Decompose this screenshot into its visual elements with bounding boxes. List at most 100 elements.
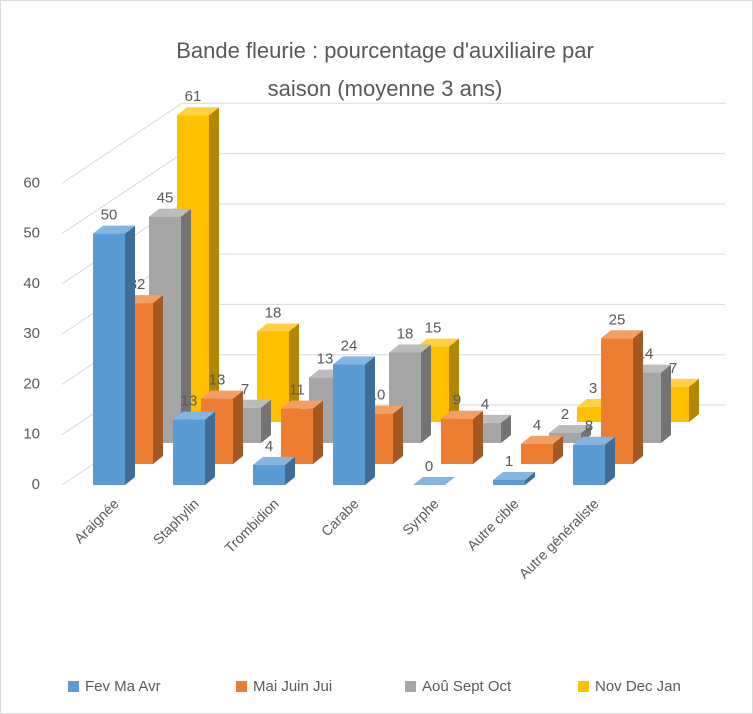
bar-side: [689, 378, 699, 422]
bar: [573, 436, 615, 485]
bar-top: [493, 471, 535, 480]
bar-front: [253, 464, 285, 485]
bar-side: [553, 435, 563, 464]
bar: [173, 411, 215, 485]
bar-side: [261, 399, 271, 443]
bar-side: [125, 225, 135, 486]
bar-side: [501, 414, 511, 443]
bar-top: [521, 435, 563, 444]
data-label: 7: [669, 360, 677, 377]
data-label: 45: [157, 190, 174, 207]
data-label: 25: [609, 311, 626, 328]
bar-front: [573, 444, 605, 485]
bar-front: [93, 233, 125, 485]
bar: [521, 435, 563, 464]
bar-front: [493, 479, 525, 485]
bar-top: [257, 323, 299, 332]
bar-side: [473, 410, 483, 464]
data-label: 18: [265, 304, 282, 321]
bar-top: [253, 456, 295, 465]
data-label: 7: [241, 381, 249, 398]
data-label: 50: [101, 207, 118, 224]
bar-side: [661, 364, 671, 443]
bar-top: [333, 356, 375, 365]
legend-swatch: [578, 681, 589, 692]
data-label: 1: [505, 453, 513, 470]
y-tick-label: 10: [23, 426, 40, 443]
data-label: 4: [481, 396, 489, 413]
bar-side: [365, 356, 375, 485]
data-label: 13: [209, 372, 226, 389]
data-label: 4: [265, 438, 273, 455]
bar-side: [449, 338, 459, 422]
legend-swatch: [68, 681, 79, 692]
bar-side: [209, 107, 219, 422]
legend-swatch: [405, 681, 416, 692]
legend-swatch: [236, 681, 247, 692]
bar-top: [441, 410, 483, 419]
data-label: 18: [397, 325, 414, 342]
data-label: 0: [425, 458, 433, 475]
legend-label: Mai Juin Jui: [253, 678, 332, 695]
y-tick-label: 0: [32, 476, 40, 493]
bar-top: [177, 107, 219, 116]
bar-top: [573, 436, 615, 445]
bar-top: [413, 477, 455, 485]
bar-front: [281, 408, 313, 464]
data-label: 9: [453, 392, 461, 409]
bar-top: [601, 330, 643, 339]
bar-front: [549, 432, 581, 443]
data-label: 24: [341, 337, 358, 354]
bar: [493, 471, 535, 485]
data-label: 13: [317, 351, 334, 368]
bar-side: [181, 208, 191, 443]
bar: [413, 477, 455, 485]
bar-top: [93, 225, 135, 234]
legend-label: Aoû Sept Oct: [422, 678, 512, 695]
bar-side: [289, 323, 299, 422]
data-label: 61: [185, 88, 202, 105]
bar-top: [149, 208, 191, 217]
bar-side: [285, 456, 295, 485]
y-tick-label: 30: [23, 325, 40, 342]
bar-side: [153, 295, 163, 464]
legend-label: Nov Dec Jan: [595, 678, 681, 695]
y-tick-label: 50: [23, 225, 40, 242]
chart-title: Bande fleurie : pourcentage d'auxiliaire…: [176, 38, 594, 63]
bar-side: [421, 344, 431, 443]
bar-top: [173, 411, 215, 420]
bar: [333, 356, 375, 485]
bar-side: [233, 390, 243, 464]
bar-side: [313, 400, 323, 464]
bar: [93, 225, 135, 486]
data-label: 11: [289, 382, 305, 399]
bar: [441, 410, 483, 464]
bar-side: [205, 411, 215, 485]
bar-top: [549, 424, 591, 433]
legend-label: Fev Ma Avr: [85, 678, 161, 695]
bar-top: [281, 400, 323, 409]
data-label: 4: [533, 417, 541, 434]
bar-front: [441, 418, 473, 464]
data-label: 3: [589, 380, 597, 397]
bar-top: [389, 344, 431, 353]
bar-top: [201, 390, 243, 399]
bar: [253, 456, 295, 485]
data-label: 15: [425, 320, 442, 337]
data-label: 13: [181, 393, 198, 410]
data-label: 8: [585, 418, 593, 435]
bar-front: [173, 419, 205, 485]
grid-line: [61, 102, 725, 184]
data-label: 2: [561, 406, 569, 423]
bar: [281, 400, 323, 464]
bar-front: [333, 364, 365, 485]
bar-front: [521, 443, 553, 464]
bar-side: [605, 436, 615, 485]
bar-side: [393, 405, 403, 464]
y-tick-label: 20: [23, 375, 40, 392]
chart-title: saison (moyenne 3 ans): [268, 76, 503, 101]
y-tick-label: 60: [23, 174, 40, 191]
bar-side: [633, 330, 643, 464]
y-tick-label: 40: [23, 275, 40, 292]
